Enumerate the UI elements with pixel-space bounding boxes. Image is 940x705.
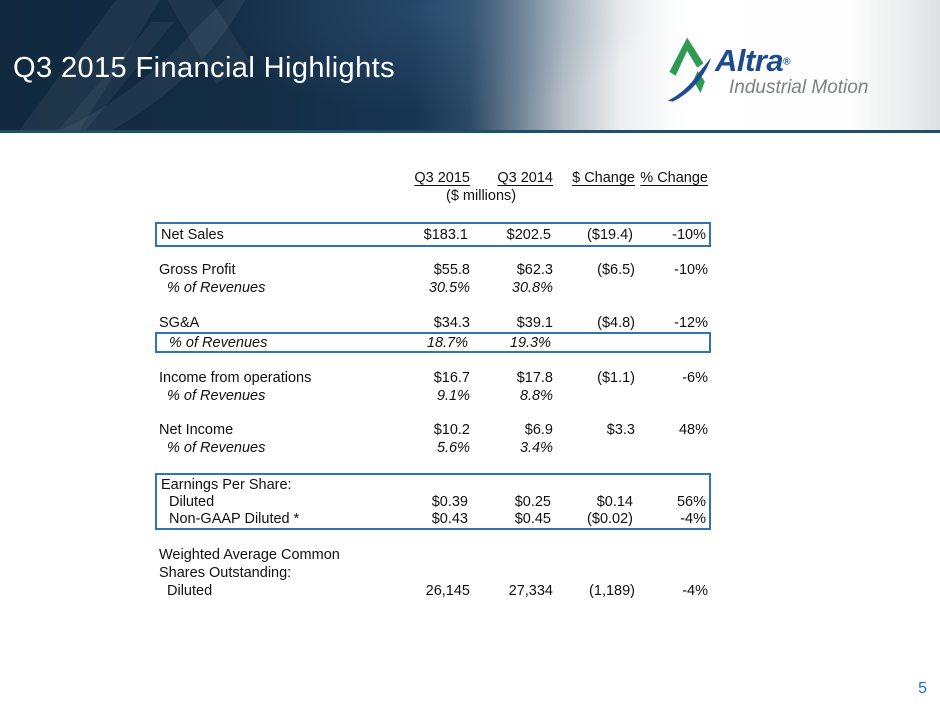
row-label: Shares Outstanding:: [159, 565, 292, 581]
row-label: Earnings Per Share:: [161, 476, 292, 493]
table-row-net-sales: Net Sales $183.1 $202.5 ($19.4) -10%: [155, 222, 711, 247]
table-row-shares-outstanding: Shares Outstanding:: [155, 564, 711, 582]
page-number: 5: [918, 680, 927, 697]
column-header-pct-change: % Change: [640, 170, 708, 186]
row-label: Non-GAAP Diluted *: [169, 510, 300, 527]
table-row-net-income: Net Income $10.2 $6.9 $3.3 48%: [155, 421, 711, 439]
value-cell: 30.5%: [428, 280, 470, 296]
table-row-eps-diluted: Diluted $0.39 $0.25 $0.14 56%: [157, 493, 709, 510]
value-cell: 48%: [678, 422, 708, 438]
value-cell: -4%: [680, 510, 706, 527]
eps-highlight-box: Earnings Per Share: Diluted $0.39 $0.25 …: [155, 473, 711, 530]
value-cell: 30.8%: [511, 280, 553, 296]
value-cell: $34.3: [433, 315, 470, 331]
value-cell: ($6.5): [597, 262, 635, 278]
value-cell: $183.1: [423, 226, 468, 243]
altra-logo-mark-icon: [668, 37, 712, 102]
table-row-income-pct: % of Revenues 9.1% 8.8%: [155, 387, 711, 405]
altra-logo-text: Altra® Industrial Motion: [715, 45, 868, 99]
value-cell: 9.1%: [436, 388, 470, 404]
registered-mark: ®: [783, 56, 791, 68]
row-label: Diluted: [169, 493, 215, 510]
row-label: Diluted: [167, 583, 213, 599]
table-row-income-from-operations: Income from operations $16.7 $17.8 ($1.1…: [155, 369, 711, 387]
altra-logo: Altra® Industrial Motion: [668, 36, 868, 104]
value-cell: $16.7: [433, 370, 470, 386]
row-label: % of Revenues: [167, 440, 266, 456]
value-cell: $0.39: [431, 493, 468, 510]
value-cell: $39.1: [516, 315, 553, 331]
value-cell: $0.14: [596, 493, 633, 510]
row-label: Net Income: [159, 422, 234, 438]
value-cell: -12%: [674, 315, 708, 331]
value-cell: 27,334: [508, 583, 553, 599]
slide-title: Q3 2015 Financial Highlights: [13, 52, 395, 84]
value-cell: $202.5: [506, 226, 551, 243]
row-label: % of Revenues: [169, 334, 268, 351]
value-cell: 56%: [676, 493, 706, 510]
value-cell: $62.3: [516, 262, 553, 278]
value-cell: -10%: [674, 262, 708, 278]
value-cell: $3.3: [606, 422, 635, 438]
value-cell: $0.25: [514, 493, 551, 510]
table-row-gross-profit-pct: % of Revenues 30.5% 30.8%: [155, 279, 711, 297]
value-cell: $17.8: [516, 370, 553, 386]
value-cell: 3.4%: [519, 440, 553, 456]
row-label: Gross Profit: [159, 262, 236, 278]
table-row-weighted-average-common: Weighted Average Common: [155, 546, 711, 564]
row-label: % of Revenues: [167, 280, 266, 296]
column-header-q3-2015: Q3 2015: [414, 170, 470, 186]
brand-name: Altra: [715, 43, 784, 78]
value-cell: $0.45: [514, 510, 551, 527]
row-label: SG&A: [159, 315, 200, 331]
table-row-eps-heading: Earnings Per Share:: [157, 476, 709, 493]
value-cell: ($19.4): [587, 226, 633, 243]
value-cell: ($1.1): [597, 370, 635, 386]
header-banner: Q3 2015 Financial Highlights Altra® Indu…: [0, 0, 940, 133]
value-cell: $55.8: [433, 262, 470, 278]
value-cell: 18.7%: [426, 334, 468, 351]
column-header-dollar-change: $ Change: [572, 170, 635, 186]
table-row-gross-profit: Gross Profit $55.8 $62.3 ($6.5) -10%: [155, 261, 711, 279]
brand-tagline: Industrial Motion: [729, 77, 869, 98]
value-cell: 8.8%: [519, 388, 553, 404]
table-row-eps-non-gaap-diluted: Non-GAAP Diluted * $0.43 $0.45 ($0.02) -…: [157, 510, 709, 527]
table-row-shares-diluted: Diluted 26,145 27,334 (1,189) -4%: [155, 582, 711, 600]
row-label: Net Sales: [161, 226, 224, 243]
value-cell: $10.2: [433, 422, 470, 438]
value-cell: 26,145: [425, 583, 470, 599]
value-cell: 5.6%: [436, 440, 470, 456]
value-cell: -6%: [682, 370, 708, 386]
row-label: Weighted Average Common: [159, 547, 340, 563]
financial-table: Q3 2015 Q3 2014 $ Change % Change ($ mil…: [155, 168, 711, 600]
value-cell: $0.43: [431, 510, 468, 527]
header-watermark-icon: [19, 0, 250, 130]
table-row-net-income-pct: % of Revenues 5.6% 3.4%: [155, 439, 711, 457]
value-cell: (1,189): [589, 583, 635, 599]
row-label: Income from operations: [159, 370, 312, 386]
table-header-row: Q3 2015 Q3 2014 $ Change % Change: [155, 168, 711, 188]
column-header-q3-2014: Q3 2014: [497, 170, 553, 186]
value-cell: ($0.02): [587, 510, 633, 527]
row-label: % of Revenues: [167, 388, 266, 404]
units-note: ($ millions): [446, 188, 517, 204]
value-cell: 19.3%: [509, 334, 551, 351]
value-cell: ($4.8): [597, 315, 635, 331]
value-cell: $6.9: [524, 422, 553, 438]
value-cell: -4%: [682, 583, 708, 599]
value-cell: -10%: [672, 226, 706, 243]
table-row-sga: SG&A $34.3 $39.1 ($4.8) -12%: [155, 314, 711, 332]
table-row-sga-pct: % of Revenues 18.7% 19.3%: [155, 332, 711, 353]
